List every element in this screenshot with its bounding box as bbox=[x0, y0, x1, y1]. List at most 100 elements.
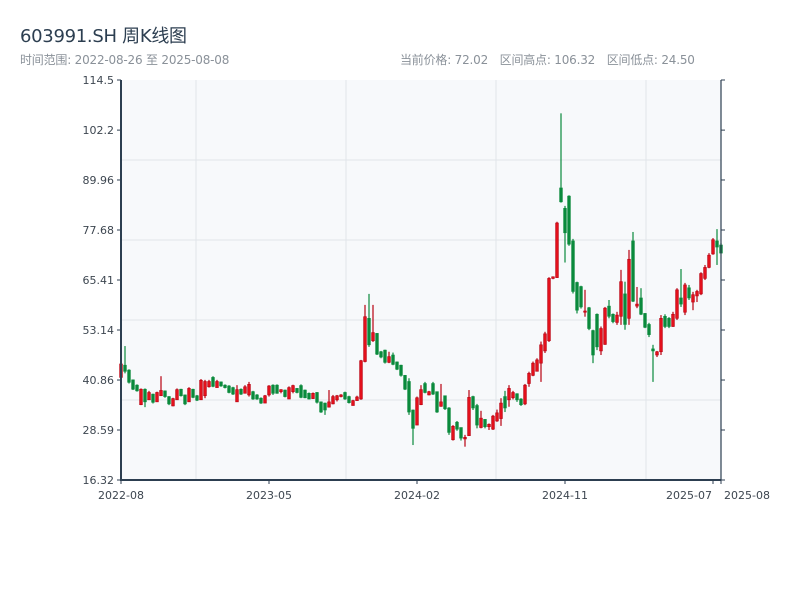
candle-down bbox=[519, 398, 523, 406]
candle-down bbox=[251, 391, 255, 400]
candle-up bbox=[675, 289, 679, 319]
range-low-label: 区间低点: 24.50 bbox=[606, 53, 695, 67]
candle-down bbox=[631, 240, 635, 302]
candle-down bbox=[367, 318, 371, 346]
y-tick-label: 40.86 bbox=[83, 374, 115, 387]
candle-down bbox=[395, 361, 399, 370]
candle-up bbox=[171, 398, 175, 407]
candle-down bbox=[435, 391, 439, 413]
candle-down bbox=[295, 388, 299, 393]
candle-up bbox=[635, 303, 639, 307]
candle-down bbox=[623, 293, 627, 325]
candle-down bbox=[651, 348, 655, 352]
x-tick-label: 2025-08 bbox=[724, 489, 770, 502]
candle-down bbox=[679, 297, 683, 305]
candle-up bbox=[159, 390, 163, 397]
date-range-label: 时间范围: 2022-08-26 至 2025-08-08 bbox=[20, 53, 230, 67]
candle-up bbox=[287, 387, 291, 400]
candle-down bbox=[319, 401, 323, 413]
candle-down bbox=[443, 395, 447, 410]
candle-up bbox=[511, 392, 515, 399]
plot-background bbox=[121, 80, 721, 480]
candle-up bbox=[207, 381, 211, 388]
candle-down bbox=[503, 396, 507, 409]
candle-down bbox=[391, 354, 395, 365]
y-tick-label: 28.59 bbox=[83, 424, 115, 437]
candle-up bbox=[451, 426, 455, 441]
candle-down bbox=[123, 364, 127, 372]
y-tick-label: 114.5 bbox=[83, 74, 115, 87]
candle-up bbox=[215, 381, 219, 388]
candle-down bbox=[431, 383, 435, 395]
candle-up bbox=[267, 385, 271, 396]
candle-up bbox=[599, 328, 603, 352]
candle-down bbox=[275, 384, 279, 394]
candle-down bbox=[611, 313, 615, 322]
candle-up bbox=[363, 316, 367, 362]
candle-up bbox=[711, 239, 715, 255]
y-tick-label: 65.41 bbox=[83, 274, 115, 287]
candle-down bbox=[591, 330, 595, 356]
candle-up bbox=[139, 388, 143, 406]
candle-down bbox=[399, 364, 403, 376]
candle-down bbox=[231, 387, 235, 395]
candle-down bbox=[211, 377, 215, 387]
candle-up bbox=[523, 384, 527, 405]
candle-down bbox=[183, 394, 187, 405]
candle-down bbox=[323, 402, 327, 411]
candle-down bbox=[143, 388, 147, 403]
candle-down bbox=[403, 375, 407, 390]
candle-up bbox=[279, 389, 283, 392]
candle-down bbox=[475, 405, 479, 426]
candle-up bbox=[463, 437, 467, 440]
candle-down bbox=[595, 313, 599, 348]
candle-up bbox=[175, 389, 179, 401]
candle-down bbox=[343, 392, 347, 400]
y-tick-label: 77.68 bbox=[83, 224, 115, 237]
candle-up bbox=[359, 360, 363, 400]
candle-up bbox=[155, 392, 159, 403]
candle-up bbox=[479, 417, 483, 428]
candle-up bbox=[355, 396, 359, 401]
chart-title: 603991.SH 周K线图 bbox=[20, 26, 187, 47]
candle-down bbox=[227, 385, 231, 393]
candle-up bbox=[659, 318, 663, 353]
candle-up bbox=[487, 423, 491, 428]
y-tick-label: 16.32 bbox=[83, 474, 115, 487]
candle-up bbox=[415, 397, 419, 426]
candle-up bbox=[703, 267, 707, 279]
y-tick-label: 53.14 bbox=[83, 324, 115, 337]
candle-up bbox=[507, 388, 511, 401]
y-tick-label: 102.2 bbox=[83, 124, 115, 137]
candle-up bbox=[707, 254, 711, 268]
candle-down bbox=[423, 383, 427, 393]
candle-up bbox=[491, 415, 495, 430]
candle-down bbox=[127, 369, 131, 383]
candle-down bbox=[191, 388, 195, 398]
candle-down bbox=[483, 419, 487, 428]
candle-down bbox=[299, 385, 303, 398]
x-tick-label: 2022-08 bbox=[98, 489, 144, 502]
candle-down bbox=[587, 307, 591, 329]
candle-up bbox=[683, 284, 687, 313]
range-high-label: 区间高点: 106.32 bbox=[499, 53, 596, 67]
candle-down bbox=[563, 208, 567, 234]
x-tick-label: 2023-05 bbox=[246, 489, 292, 502]
candle-up bbox=[387, 356, 391, 363]
candle-down bbox=[607, 305, 611, 317]
candle-down bbox=[283, 389, 287, 397]
x-tick-label: 2025-07 bbox=[666, 489, 712, 502]
candle-down bbox=[567, 195, 571, 245]
candle-up bbox=[619, 281, 623, 317]
candle-up bbox=[419, 389, 423, 406]
candle-down bbox=[447, 407, 451, 433]
candle-down bbox=[575, 282, 579, 311]
candle-up bbox=[467, 397, 471, 436]
candle-up bbox=[583, 310, 587, 313]
candle-up bbox=[147, 392, 151, 401]
candle-up bbox=[535, 359, 539, 372]
candle-up bbox=[527, 373, 531, 384]
candle-down bbox=[315, 392, 319, 403]
candle-up bbox=[531, 362, 535, 376]
